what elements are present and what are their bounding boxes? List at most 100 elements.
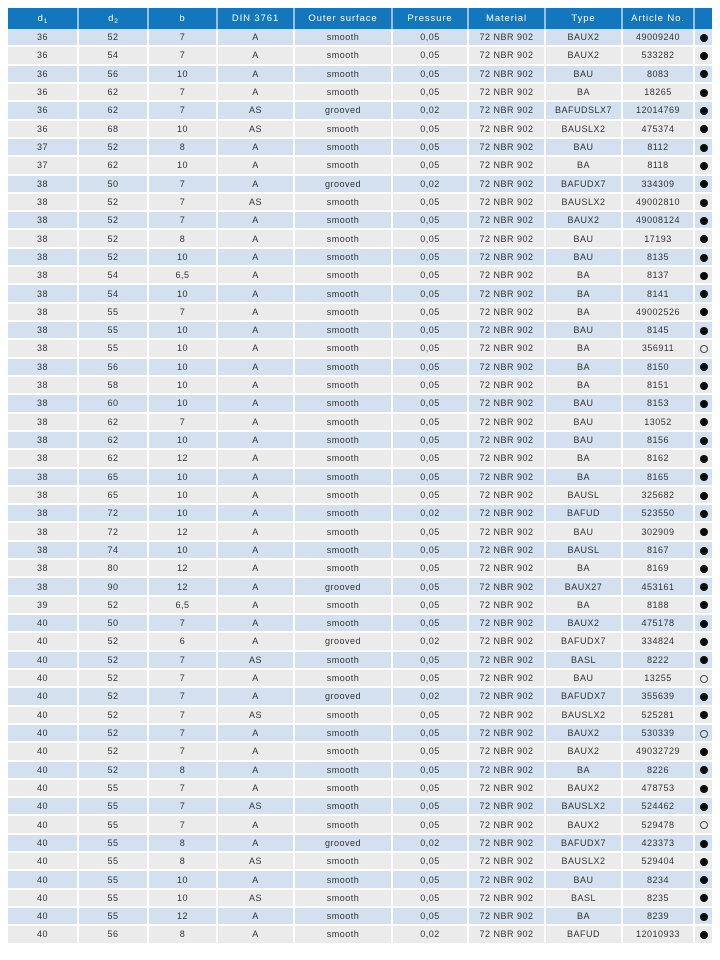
cell-din: AS <box>218 798 295 817</box>
cell-article_no: 475374 <box>623 120 695 139</box>
col-header-d1: d1 <box>8 8 79 29</box>
cell-material: 72 NBR 902 <box>469 285 546 304</box>
cell-outer_surface: smooth <box>295 743 393 762</box>
cell-d1: 38 <box>8 212 79 231</box>
cell-type: BAFUDX7 <box>546 175 623 194</box>
open-circle-icon <box>699 821 708 830</box>
cell-pressure: 0,05 <box>393 29 469 48</box>
cell-b: 12 <box>149 560 218 579</box>
cell-material: 72 NBR 902 <box>469 267 546 286</box>
cell-material: 72 NBR 902 <box>469 212 546 231</box>
cell-availability <box>695 358 712 377</box>
cell-availability <box>695 47 712 66</box>
cell-din: A <box>218 468 295 487</box>
cell-outer_surface: smooth <box>295 358 393 377</box>
cell-b: 10 <box>149 486 218 506</box>
cell-outer_surface: smooth <box>295 29 393 48</box>
cell-article_no: 13255 <box>623 669 695 689</box>
cell-type: BAUSL <box>546 541 623 561</box>
cell-article_no: 12010933 <box>623 926 695 945</box>
cell-b: 12 <box>149 450 218 469</box>
cell-outer_surface: smooth <box>295 596 393 615</box>
cell-pressure: 0,05 <box>393 798 469 817</box>
cell-d2: 90 <box>79 578 149 597</box>
cell-material: 72 NBR 902 <box>469 138 546 158</box>
cell-availability <box>695 486 712 506</box>
cell-outer_surface: smooth <box>295 212 393 231</box>
cell-outer_surface: smooth <box>295 651 393 670</box>
cell-material: 72 NBR 902 <box>469 322 546 341</box>
cell-outer_surface: smooth <box>295 267 393 286</box>
cell-material: 72 NBR 902 <box>469 29 546 48</box>
cell-type: BA <box>546 376 623 396</box>
cell-din: A <box>218 926 295 945</box>
cell-article_no: 8169 <box>623 560 695 579</box>
cell-b: 6 <box>149 633 218 652</box>
cell-type: BAU <box>546 322 623 341</box>
table-row: 40 55 10 AS smooth 0,05 72 NBR 902 BASL 8235 <box>8 889 712 908</box>
cell-d1: 40 <box>8 761 79 780</box>
cell-availability <box>695 669 712 689</box>
cell-outer_surface: smooth <box>295 523 393 542</box>
cell-type: BASL <box>546 889 623 908</box>
cell-din: A <box>218 816 295 835</box>
filled-circle-icon <box>699 912 708 921</box>
cell-pressure: 0,02 <box>393 834 469 854</box>
table-row: 40 55 7 AS smooth 0,05 72 NBR 902 BAUSLX2 524462 <box>8 798 712 817</box>
cell-article_no: 334309 <box>623 175 695 194</box>
cell-availability <box>695 908 712 927</box>
cell-article_no: 356911 <box>623 340 695 359</box>
cell-d1: 38 <box>8 358 79 377</box>
cell-pressure: 0,05 <box>393 523 469 542</box>
cell-pressure: 0,05 <box>393 651 469 670</box>
filled-circle-icon <box>699 161 708 170</box>
cell-material: 72 NBR 902 <box>469 468 546 487</box>
cell-type: BA <box>546 908 623 927</box>
cell-outer_surface: grooved <box>295 175 393 194</box>
cell-article_no: 8118 <box>623 157 695 176</box>
cell-article_no: 49032729 <box>623 743 695 762</box>
cell-type: BA <box>546 450 623 469</box>
cell-type: BAUX2 <box>546 743 623 762</box>
cell-type: BAU <box>546 431 623 451</box>
cell-article_no: 8150 <box>623 358 695 377</box>
col-header-type: Type <box>546 8 623 29</box>
seal-specs-table: d1 d2 b DIN 3761 Outer surface Pressure … <box>8 8 712 945</box>
cell-b: 7 <box>149 413 218 432</box>
cell-type: BA <box>546 285 623 304</box>
cell-type: BAUSLX2 <box>546 798 623 817</box>
cell-din: A <box>218 908 295 927</box>
cell-article_no: 49002810 <box>623 193 695 213</box>
cell-b: 12 <box>149 908 218 927</box>
cell-din: A <box>218 395 295 414</box>
filled-circle-icon <box>699 326 708 335</box>
cell-d2: 54 <box>79 267 149 286</box>
cell-availability <box>695 193 712 213</box>
cell-d1: 40 <box>8 651 79 670</box>
cell-article_no: 523550 <box>623 505 695 524</box>
cell-availability <box>695 706 712 725</box>
cell-availability <box>695 761 712 780</box>
filled-circle-icon <box>699 70 708 79</box>
cell-pressure: 0,05 <box>393 138 469 158</box>
cell-b: 10 <box>149 468 218 487</box>
cell-outer_surface: smooth <box>295 303 393 322</box>
cell-availability <box>695 413 712 432</box>
cell-material: 72 NBR 902 <box>469 871 546 890</box>
cell-d2: 52 <box>79 212 149 231</box>
cell-type: BA <box>546 468 623 487</box>
cell-article_no: 8137 <box>623 267 695 286</box>
cell-type: BAU <box>546 669 623 689</box>
cell-b: 6,5 <box>149 267 218 286</box>
filled-circle-icon <box>699 290 708 299</box>
cell-pressure: 0,02 <box>393 102 469 121</box>
open-circle-icon <box>699 729 708 738</box>
cell-material: 72 NBR 902 <box>469 358 546 377</box>
cell-d1: 40 <box>8 743 79 762</box>
